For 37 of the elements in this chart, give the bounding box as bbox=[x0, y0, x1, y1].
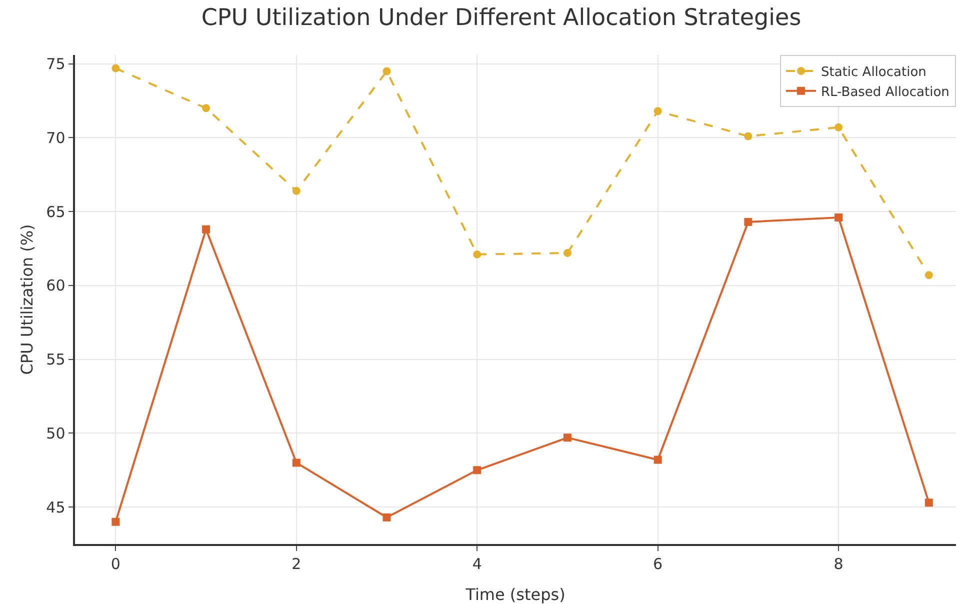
point bbox=[563, 248, 572, 257]
x-tick-label: 0 bbox=[110, 554, 120, 573]
point bbox=[924, 271, 933, 280]
point bbox=[744, 132, 752, 140]
y-tick-label: 55 bbox=[46, 350, 66, 369]
point bbox=[202, 225, 210, 234]
point bbox=[654, 107, 662, 116]
point bbox=[924, 498, 933, 507]
point bbox=[834, 214, 843, 222]
point bbox=[382, 67, 391, 76]
y-tick-label: 70 bbox=[46, 128, 66, 147]
chart-title: CPU Utilization Under Different Allocation Strategies bbox=[201, 5, 802, 32]
point bbox=[382, 513, 391, 522]
legend-label: RL-Based Allocation bbox=[821, 84, 950, 100]
x-axis-title: Time (steps) bbox=[464, 585, 566, 604]
point bbox=[292, 458, 300, 467]
point bbox=[473, 466, 482, 474]
legend-label: Static Allocation bbox=[821, 65, 926, 80]
point bbox=[112, 518, 120, 526]
y-tick-label: 65 bbox=[46, 202, 66, 221]
point bbox=[112, 64, 120, 72]
x-tick-label: 8 bbox=[834, 554, 844, 573]
x-tick-label: 6 bbox=[653, 554, 663, 573]
point bbox=[744, 218, 752, 226]
y-axis-title: CPU Utilization (%) bbox=[18, 224, 36, 375]
x-tick-label: 2 bbox=[292, 554, 302, 573]
y-tick-label: 50 bbox=[46, 424, 66, 442]
point bbox=[292, 186, 300, 195]
point bbox=[473, 250, 482, 258]
point bbox=[834, 123, 843, 132]
point bbox=[563, 434, 572, 442]
y-tick-label: 75 bbox=[46, 55, 66, 74]
point bbox=[202, 104, 210, 112]
y-tick-label: 45 bbox=[46, 498, 66, 516]
y-tick-label: 60 bbox=[46, 276, 66, 295]
x-tick-label: 4 bbox=[472, 554, 482, 573]
point bbox=[654, 456, 662, 464]
